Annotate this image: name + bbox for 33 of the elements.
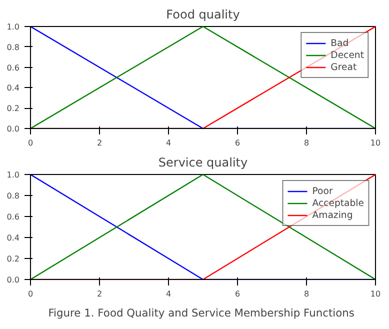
- caption: Figure 1. Food Quality and Service Membership Functions: [48, 306, 355, 320]
- x-tick-label: 8: [304, 138, 310, 148]
- y-tick-label: 0.4: [6, 84, 20, 93]
- x-tick-label: 4: [166, 138, 172, 148]
- legend-label: Great: [330, 61, 357, 73]
- x-tick-label: 10: [370, 138, 381, 148]
- y-tick-label: 0.0: [6, 124, 20, 134]
- y-tick-label: 1.0: [6, 170, 20, 180]
- y-tick-label: 0.8: [6, 192, 20, 200]
- x-tick-label: 2: [96, 138, 102, 148]
- chart-title: Food quality: [166, 8, 240, 22]
- x-tick-label: 6: [234, 138, 240, 148]
- x-tick-label: 2: [96, 290, 102, 298]
- legend-label: Poor: [312, 185, 333, 197]
- y-tick-label: 0.6: [6, 212, 20, 222]
- legend-label: Amazing: [312, 209, 353, 221]
- x-tick-label: 0: [28, 138, 34, 148]
- y-tick-label: 0.4: [6, 234, 20, 242]
- x-tick-label: 8: [304, 290, 310, 298]
- legend-label: Bad: [330, 37, 350, 49]
- x-tick-label: 6: [234, 290, 240, 298]
- x-tick-label: 10: [370, 290, 381, 298]
- legend-label: Acceptable: [312, 197, 364, 209]
- chart-title: Service quality: [158, 156, 248, 170]
- y-tick-label: 0.0: [6, 276, 20, 284]
- y-tick-label: 1.0: [6, 22, 20, 32]
- y-tick-label: 0.2: [6, 254, 20, 264]
- x-tick-label: 0: [28, 290, 34, 298]
- y-tick-label: 0.6: [6, 63, 20, 72]
- y-tick-label: 0.8: [6, 42, 20, 52]
- x-tick-label: 4: [166, 290, 172, 298]
- legend-label: Decent: [330, 49, 364, 61]
- y-tick-label: 0.2: [6, 104, 20, 114]
